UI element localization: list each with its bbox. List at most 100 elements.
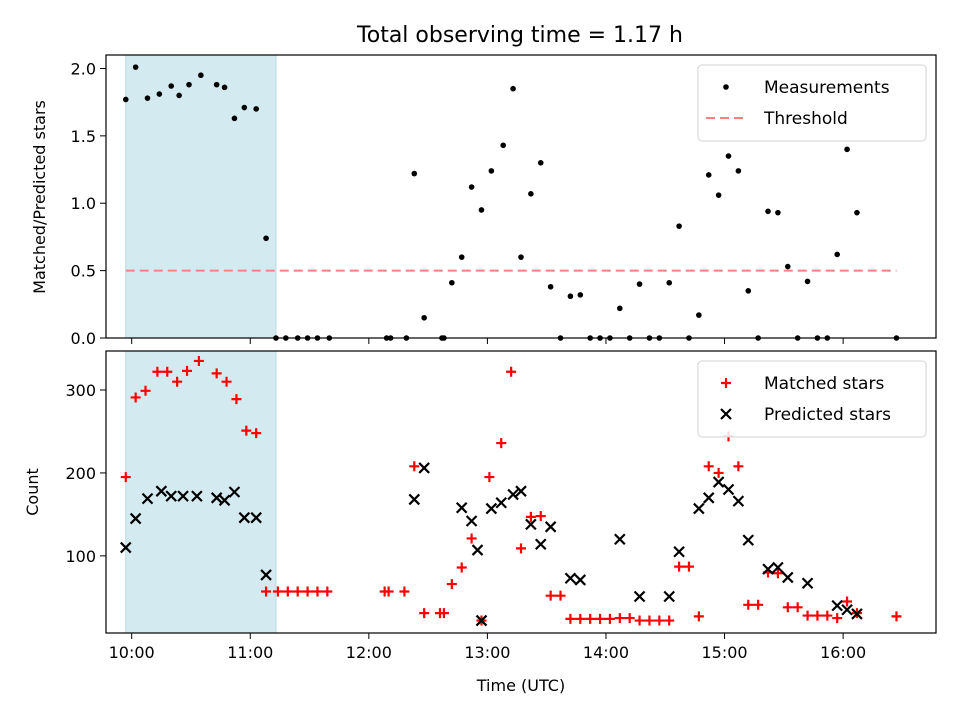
predicted-star-point — [772, 561, 784, 574]
measurement-point — [198, 72, 204, 79]
predicted-star-point — [210, 492, 223, 504]
measurement-point — [636, 281, 643, 287]
predicted-star-point — [119, 541, 132, 554]
measurement-point — [844, 146, 850, 153]
measurement-point — [715, 192, 722, 198]
measurement-point — [567, 293, 574, 300]
measurement-point — [735, 168, 742, 174]
predicted-star-point — [564, 572, 577, 585]
bottom-panel: 100 200 300 10:00 11:00 12:00 13:00 14:00 15:00 1… — [65, 350, 937, 662]
predicted-star-point — [633, 590, 646, 603]
matched-star-point — [802, 610, 813, 621]
measurement-point — [577, 292, 584, 298]
measurement-point — [537, 160, 544, 166]
matched-star-point — [484, 472, 495, 483]
predicted-star-point — [742, 534, 755, 546]
predicted-star-point — [218, 494, 231, 507]
bottom-axes-frame — [105, 350, 937, 634]
measurement-point — [176, 92, 182, 99]
measurement-point — [156, 91, 163, 97]
matched-star-point — [241, 425, 252, 436]
measurement-point — [478, 207, 485, 213]
top-shaded-interval — [125, 54, 277, 339]
matched-star-point — [891, 611, 902, 622]
matched-star-point — [399, 586, 410, 597]
predicted-star-point — [693, 502, 705, 515]
predicted-star-point — [663, 590, 675, 603]
top-legend-label: Threshold — [763, 109, 848, 129]
measurement-point — [421, 314, 427, 321]
matched-star-point — [832, 613, 843, 624]
predicted-star-point — [191, 490, 203, 502]
matched-star-point — [193, 355, 204, 366]
measurement-point — [547, 283, 554, 290]
matched-star-point — [182, 365, 193, 376]
predicted-star-point — [475, 614, 488, 627]
matched-star-point — [575, 613, 586, 624]
matched-star-point — [446, 579, 457, 590]
top-y-tick-label: 2.0 — [71, 59, 96, 78]
matched-star-point — [496, 438, 507, 449]
predicted-star-point — [614, 533, 626, 546]
matched-star-point — [292, 586, 303, 597]
predicted-star-point — [495, 497, 508, 509]
measurement-point — [468, 184, 475, 190]
matched-star-point — [383, 586, 394, 597]
matched-star-point — [743, 599, 754, 610]
predicted-star-point — [471, 544, 484, 556]
legend-marker-matched — [721, 378, 731, 388]
predicted-star-point — [782, 571, 794, 584]
measurement-point — [411, 170, 418, 177]
predicted-star-point — [260, 569, 272, 581]
matched-star-point — [312, 586, 323, 597]
predicted-star-point — [507, 488, 519, 501]
bottom-x-tick-label: 16:00 — [820, 643, 866, 662]
measurement-point — [528, 191, 534, 197]
matched-star-point — [525, 511, 536, 522]
top-panel: 0.0 0.5 1.0 1.5 2.0 Measurements Threshold — [71, 54, 937, 348]
bottom-y-tick-label: 300 — [65, 381, 96, 400]
bottom-x-tick-label: 10:00 — [109, 643, 155, 662]
legend-marker-measurements — [723, 84, 729, 90]
matched-star-point — [753, 599, 764, 610]
matched-star-point — [438, 608, 449, 619]
measurement-point — [518, 254, 524, 260]
bottom-y-tick-label: 200 — [65, 464, 96, 483]
matched-star-point — [664, 615, 675, 626]
matched-star-point — [654, 615, 665, 626]
predicted-star-point — [544, 521, 557, 533]
matched-star-point — [231, 394, 242, 405]
matched-star-point — [713, 467, 724, 478]
predicted-star-point — [165, 490, 177, 502]
matched-star-point — [585, 613, 596, 624]
predicted-star-point — [455, 501, 468, 514]
matched-star-point — [782, 602, 793, 613]
predicted-star-point — [418, 462, 430, 474]
top-y-tick-label: 0.5 — [71, 262, 96, 281]
legend-marker-predicted — [720, 408, 732, 420]
matched-star-point — [693, 611, 704, 622]
matched-star-point — [535, 511, 546, 522]
predicted-star-point — [155, 485, 168, 497]
matched-star-point — [683, 561, 694, 572]
predicted-star-point — [129, 512, 142, 525]
matched-star-point — [456, 562, 467, 573]
predicted-star-point — [762, 563, 774, 575]
matched-star-point — [614, 613, 625, 624]
measurement-point — [500, 142, 507, 149]
predicted-star-point — [515, 485, 527, 497]
measurement-point — [775, 209, 781, 216]
predicted-star-point — [574, 574, 587, 586]
measurement-point — [725, 153, 732, 159]
chart-title: Total observing time = 1.17 h — [356, 23, 683, 48]
bottom-legend-label: Predicted stars — [764, 405, 891, 425]
predicted-star-point — [228, 486, 241, 498]
bottom-y-axis-label: Count — [23, 468, 42, 516]
measurement-point — [132, 64, 139, 70]
matched-star-point — [703, 461, 714, 472]
measurement-point — [676, 223, 682, 229]
bottom-y-tick-label: 100 — [65, 547, 96, 566]
matched-star-point — [140, 385, 151, 396]
predicted-star-point — [801, 577, 814, 590]
matched-star-point — [792, 602, 803, 613]
